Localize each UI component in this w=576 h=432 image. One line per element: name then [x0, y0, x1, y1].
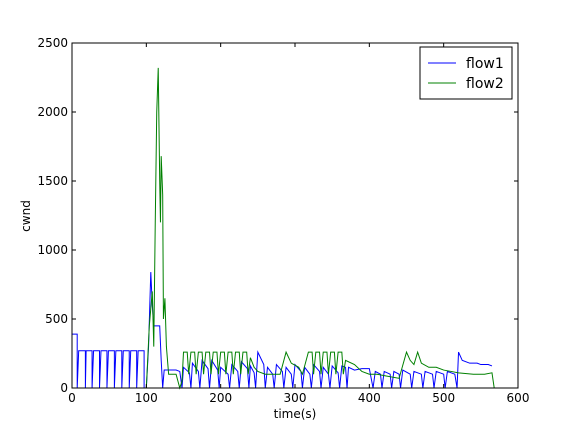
x-tick-label: 0 [68, 391, 76, 405]
x-tick-label: 200 [209, 391, 232, 405]
x-tick-label: 400 [358, 391, 381, 405]
x-tick-label: 100 [135, 391, 158, 405]
series-line [72, 67, 495, 390]
legend-label: flow1 [466, 56, 504, 72]
y-tick-label: 500 [45, 312, 68, 326]
x-tick-label: 600 [507, 391, 530, 405]
x-tick-label: 500 [432, 391, 455, 405]
y-tick-label: 1000 [37, 243, 68, 257]
legend-box [419, 46, 513, 100]
y-tick-label: 1500 [37, 174, 68, 188]
y-tick-label: 2000 [37, 105, 68, 119]
y-tick-label: 2500 [37, 36, 68, 50]
x-tick-label: 300 [284, 391, 307, 405]
x-axis-label: time(s) [274, 407, 317, 421]
y-axis-label: cwnd [19, 200, 33, 232]
y-tick-label: 0 [60, 381, 68, 395]
legend-label: flow2 [466, 76, 504, 92]
